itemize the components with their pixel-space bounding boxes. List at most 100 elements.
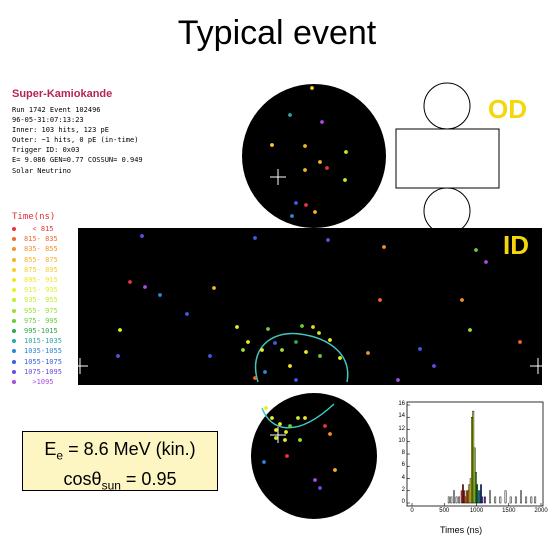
pmt-hit [288,424,292,428]
pmt-hit [285,454,289,458]
time-legend-row: 975- 995 [12,316,58,326]
pmt-hit [253,376,257,380]
pmt-hit [317,331,321,335]
time-legend-dot [12,298,16,303]
barrel-unrolled [78,228,542,385]
pmt-hit [298,438,302,442]
time-legend-dot [12,227,16,231]
time-legend-row: 1055-1075 [12,357,62,367]
pmt-hit [185,312,189,316]
energy-value: = 8.6 MeV (kin.) [63,439,196,459]
pmt-hit [323,424,327,428]
od-schematic [395,82,500,235]
pmt-hit [303,416,307,420]
od-top-cap [423,82,471,130]
histogram-bar [514,496,517,504]
histogram-x-tick-label: 1000 [469,508,484,514]
histogram-y-tick-label: 10 [398,437,405,444]
time-legend-row: 935- 955 [12,295,58,305]
time-legend-label: 915- 935 [24,286,58,295]
histogram-bar [483,496,486,504]
time-legend-dot [12,308,16,313]
cos-value: = 0.95 [120,468,177,489]
pmt-hit [328,432,332,436]
time-legend-dot [12,339,16,344]
time-legend-dot [12,369,16,374]
pmt-hit [304,350,308,354]
display-heading: Super-Kamiokande [12,88,113,100]
pmt-hit [274,428,278,432]
pmt-hit [284,430,288,434]
info-line-inner: Inner: 103 hits, 123 pE [12,126,109,134]
histogram-bar [458,496,460,504]
pmt-hit [260,348,264,352]
pmt-hit [396,378,400,382]
time-legend-label: 1075-1095 [24,367,62,376]
pmt-hit [432,364,436,368]
pmt-hit [288,364,292,368]
pmt-hit [303,144,307,148]
pmt-hit [294,201,298,205]
pmt-hit [140,234,144,238]
pmt-hit [294,340,298,344]
histogram-bar [494,496,497,504]
info-line-date: 96-05-31:07:13:23 [12,116,84,124]
time-legend-label: 835- 855 [24,245,58,254]
histogram-ticks [407,404,542,506]
pmt-hit [303,168,307,172]
time-legend-dot [12,359,16,364]
time-legend-row: 875- 895 [12,265,58,275]
pmt-hit [128,280,132,284]
time-legend-row: 835- 855 [12,244,58,254]
time-legend-row: 1015-1035 [12,336,62,346]
pmt-hit [313,210,317,214]
time-legend-label: 975- 995 [24,316,58,325]
time-legend-row: 1035-1055 [12,346,62,356]
pmt-hit [320,120,324,124]
energy-subscript: e [56,448,64,463]
histogram-bar [504,490,507,504]
cherenkov-ring-bottom [261,403,335,429]
time-legend-row: 855- 875 [12,255,58,265]
pmt-hit [116,354,120,358]
histogram-bar [534,496,537,504]
histogram-bars [447,410,537,504]
time-legend-dot [12,380,16,384]
time-legend-label: 895- 915 [24,276,58,284]
od-bottom-cap [423,187,471,235]
histogram-x-tick-label: 2000 [534,508,548,514]
pmt-hit [328,338,332,342]
histogram-bar [499,496,502,504]
time-legend-dot [12,257,16,262]
bottom-cap-crosshair [270,427,286,443]
pmt-hit [270,416,274,420]
time-legend-dot [12,288,16,293]
histogram-x-tick-label: 0 [410,508,414,514]
bottom-cap [251,393,377,519]
histogram-y-tick-label: 12 [398,425,405,432]
pmt-hit [263,370,267,374]
info-line-energy: E= 9.086 GEN=0.77 COSSUN= 0.949 [12,156,143,164]
time-legend-label: 935- 955 [24,296,58,305]
pmt-hit [235,325,239,329]
pmt-hit [366,351,370,355]
pmt-hit [378,298,382,302]
pmt-hit [460,298,464,302]
pmt-hits [116,86,522,490]
time-legend-row: 915- 935 [12,285,58,295]
histogram-bar [520,490,522,504]
od-barrel [395,128,500,189]
cherenkov-ring [254,332,349,383]
time-legend-row: < 815 [12,224,54,234]
pmt-hit [262,460,266,464]
histogram-bar [530,496,533,504]
time-legend-label: 1055-1075 [24,357,62,366]
histogram-bar [450,496,453,504]
pmt-hit [474,248,478,252]
pmt-hit [274,436,278,440]
pmt-hit [264,406,268,410]
histogram-x-title: Times (ns) [440,525,483,535]
pmt-hit [212,286,216,290]
energy-line: Ee = 8.6 MeV (kin.) [23,438,217,468]
time-histogram [406,401,544,507]
